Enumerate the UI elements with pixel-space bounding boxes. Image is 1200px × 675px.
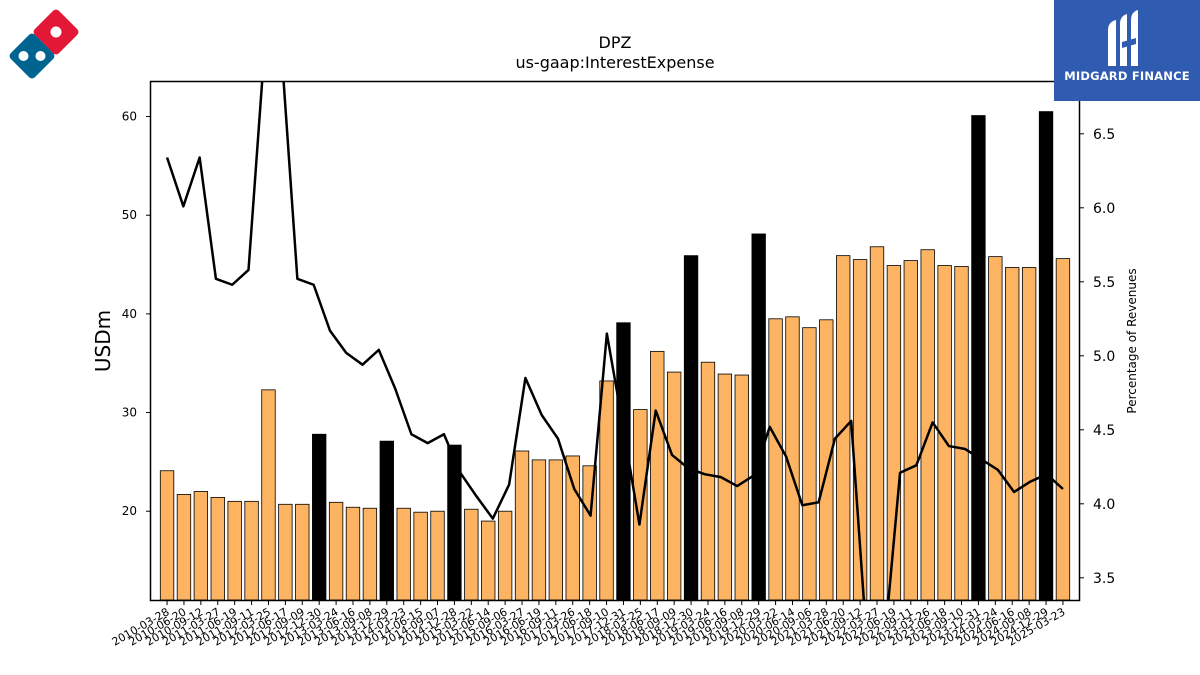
- bar: [481, 520, 496, 601]
- bar: [396, 507, 411, 601]
- bar: [430, 510, 445, 601]
- y2-tick-label: 6.0: [1093, 201, 1115, 217]
- y-axis-right: 3.5 4.0 4.5 5.0 5.5 6.0 6.5: [1079, 127, 1115, 587]
- bar: [802, 327, 817, 601]
- bar: [210, 496, 225, 601]
- bar: [599, 380, 614, 601]
- bar: [362, 507, 378, 601]
- y-axis-label: USDm: [91, 310, 115, 372]
- bar-highlight: [751, 233, 766, 601]
- bar: [700, 361, 716, 601]
- bar-highlight: [971, 115, 986, 601]
- y2-tick-label: 4.5: [1093, 423, 1115, 439]
- chart-subtitle: us-gaap:InterestExpense: [515, 53, 714, 72]
- bar: [328, 501, 344, 601]
- bar: [413, 511, 428, 601]
- y2-tick-label: 5.5: [1093, 275, 1115, 291]
- bar: [497, 510, 513, 601]
- y-tick-label: 40: [122, 307, 137, 321]
- midgard-finance-logo: MIDGARD FINANCE: [1054, 0, 1200, 101]
- y2-tick-label: 4.0: [1093, 497, 1115, 513]
- bar: [768, 318, 783, 601]
- y2-tick-label: 5.0: [1093, 349, 1115, 365]
- bar: [1021, 267, 1037, 601]
- bar: [734, 374, 749, 601]
- plot-frame: [149, 80, 1081, 602]
- bar: [531, 459, 547, 601]
- bar: [717, 373, 733, 601]
- bar: [227, 500, 242, 601]
- bar: [1055, 258, 1071, 601]
- y2-tick-label: 3.5: [1093, 571, 1115, 587]
- chart-title: DPZ: [599, 33, 632, 52]
- bar: [345, 506, 361, 601]
- bar: [464, 508, 479, 601]
- bar: [548, 459, 564, 601]
- bar-highlight: [683, 255, 699, 601]
- bar: [261, 389, 276, 601]
- bar: [176, 494, 192, 601]
- bar: [650, 350, 665, 601]
- percentage-of-revenues-line: [165, 82, 1064, 600]
- dominos-domino-logo-icon: [4, 4, 84, 84]
- bar: [295, 503, 310, 601]
- line-series: [165, 82, 1064, 600]
- y-tick-label: 50: [122, 208, 137, 222]
- bar-highlight: [379, 440, 394, 601]
- bar-series: [159, 111, 1071, 601]
- y2-axis-label: Percentage of Revenues: [1125, 268, 1139, 413]
- y2-tick-label: 6.5: [1093, 127, 1115, 143]
- bar: [903, 260, 918, 601]
- bar-highlight: [312, 433, 327, 601]
- bar: [954, 266, 969, 601]
- y-axis-left: 20 30 40 50 60: [122, 110, 151, 518]
- bar: [244, 500, 259, 601]
- y-tick-label: 30: [122, 406, 137, 420]
- bar: [159, 470, 175, 601]
- bar: [514, 450, 530, 601]
- y-tick-label: 20: [122, 504, 137, 518]
- midgard-finance-logo-text: MIDGARD FINANCE: [1064, 69, 1190, 83]
- bar: [1005, 267, 1020, 601]
- bar: [278, 503, 293, 601]
- y-tick-label: 60: [122, 110, 137, 124]
- bar: [565, 455, 580, 601]
- bar: [819, 319, 834, 601]
- bar: [667, 371, 682, 601]
- midgard-finance-logo-icon: [1108, 10, 1138, 66]
- bar: [193, 491, 209, 601]
- x-axis: 2010-03-282010-06-202010-09-122011-03-27…: [110, 600, 1067, 649]
- bar-highlight: [1038, 111, 1054, 601]
- bar: [869, 246, 885, 601]
- bar: [988, 256, 1003, 601]
